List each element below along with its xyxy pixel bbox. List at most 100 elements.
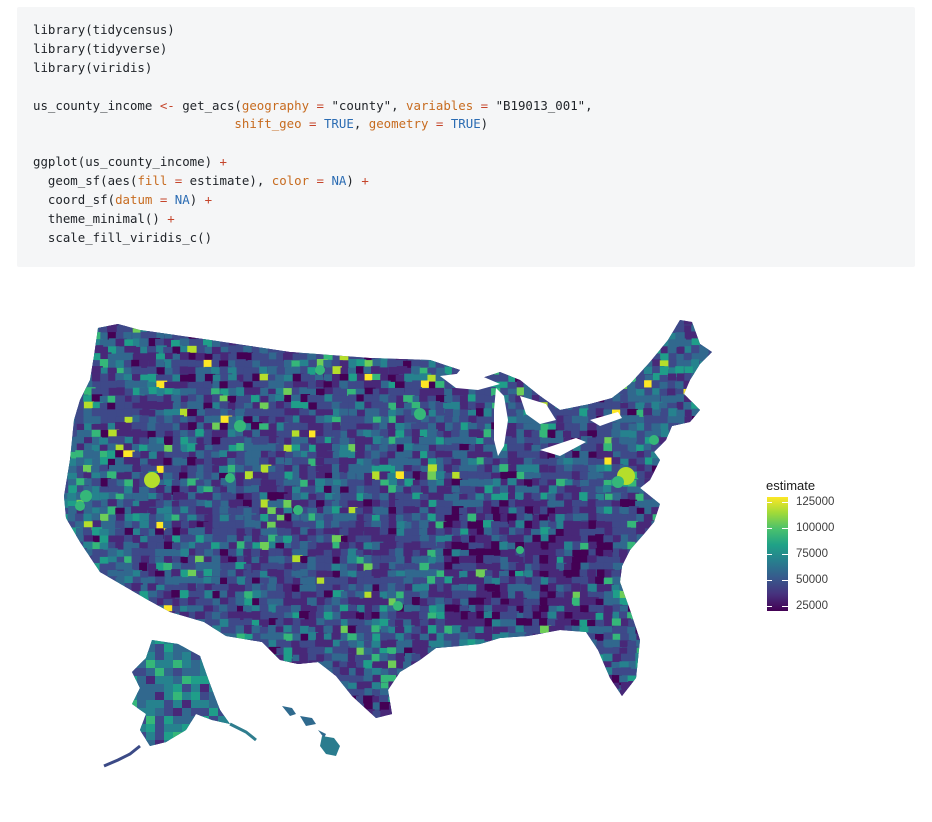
- county-cell: [580, 443, 592, 453]
- county-cell: [100, 367, 113, 377]
- county-cell: [548, 583, 559, 593]
- county-cell: [396, 660, 405, 669]
- county-cell: [508, 681, 519, 692]
- county-cell: [203, 359, 212, 371]
- county-cell: [595, 402, 607, 412]
- county-cell: [91, 492, 100, 504]
- alaska-counties: [103, 640, 257, 768]
- county-cell: [124, 632, 134, 643]
- county-cell: [500, 436, 512, 444]
- county-cell: [500, 675, 513, 685]
- county-cell: [363, 632, 373, 642]
- code-token: estimate),: [182, 173, 272, 189]
- county-cell: [64, 395, 69, 406]
- county-cell: [99, 528, 110, 537]
- county-cell: [468, 387, 479, 396]
- county-cell: [491, 619, 501, 631]
- county-cell: [155, 409, 167, 420]
- county-cell: [699, 576, 711, 584]
- county-cell: [155, 443, 165, 452]
- county-cell: [540, 584, 550, 595]
- county-cell: [212, 486, 223, 498]
- county-cell: [404, 675, 416, 686]
- county-cell: [348, 682, 361, 691]
- county-cell: [147, 381, 156, 391]
- county-cell: [660, 591, 669, 599]
- county-cell: [268, 325, 280, 335]
- county-cell: [180, 548, 192, 558]
- county-cell: [379, 331, 389, 343]
- county-cell: [628, 401, 639, 412]
- county-cell: [428, 416, 439, 426]
- county-cell: [147, 535, 158, 544]
- county-cell: [675, 388, 687, 400]
- county-cell: [596, 443, 607, 453]
- county-cell: [468, 486, 479, 497]
- county-cell: [563, 430, 574, 442]
- county-cell: [200, 708, 216, 718]
- county-cell: [683, 465, 695, 475]
- county-cell: [123, 717, 132, 718]
- county-cell: [699, 682, 710, 690]
- county-cell: [268, 527, 278, 535]
- county-cell: [523, 605, 536, 616]
- county-cell: [708, 422, 712, 430]
- county-cell: [404, 478, 416, 487]
- county-cell: [64, 668, 70, 677]
- county-cell: [396, 668, 408, 679]
- county-cell: [340, 653, 352, 664]
- county-cell: [475, 709, 485, 718]
- county-cell: [388, 598, 399, 607]
- county-cell: [419, 633, 431, 642]
- county-cell: [659, 717, 669, 718]
- county-cell: [468, 626, 480, 636]
- county-cell: [340, 598, 351, 608]
- county-cell: [308, 458, 318, 467]
- county-cell: [459, 493, 468, 504]
- county-cell: [692, 513, 705, 522]
- county-cell: [628, 710, 641, 718]
- county-cell: [315, 661, 325, 672]
- county-cell: [428, 668, 438, 679]
- county-cell: [300, 625, 309, 634]
- county-cell: [556, 437, 566, 448]
- county-cell: [516, 387, 528, 397]
- county-cell: [396, 457, 409, 468]
- county-cell: [331, 597, 343, 606]
- code-token: <-: [159, 97, 175, 113]
- county-cell: [571, 695, 581, 705]
- county-cell: [404, 415, 417, 424]
- county-cell: [436, 710, 446, 718]
- county-cell: [691, 611, 701, 621]
- county-cell: [75, 639, 84, 647]
- county-cell: [451, 653, 461, 662]
- county-cell: [348, 577, 359, 587]
- county-cell: [228, 597, 237, 608]
- county-cell: [107, 548, 118, 559]
- county-cell: [668, 493, 677, 504]
- county-cell: [116, 556, 127, 566]
- county-cell: [492, 584, 505, 594]
- county-cell: [147, 346, 158, 354]
- county-cell: [91, 619, 102, 630]
- county-cell: [603, 605, 613, 614]
- county-cell: [283, 493, 295, 502]
- county-cell: [236, 450, 247, 460]
- county-cell: [123, 689, 136, 698]
- county-cell: [196, 387, 208, 395]
- county-cell: [684, 373, 695, 383]
- county-cell: [644, 506, 655, 516]
- county-cell: [508, 562, 519, 572]
- county-cell: [219, 590, 232, 601]
- county-cell: [436, 479, 445, 488]
- county-cell: [209, 644, 220, 658]
- county-cell: [139, 625, 150, 635]
- county-cell: [603, 514, 614, 523]
- county-cell: [227, 653, 237, 663]
- county-cell: [283, 667, 293, 676]
- county-cell: [99, 325, 108, 336]
- county-cell: [484, 674, 495, 685]
- county-cell: [403, 619, 414, 630]
- county-cell: [108, 639, 121, 649]
- county-cell: [548, 542, 557, 552]
